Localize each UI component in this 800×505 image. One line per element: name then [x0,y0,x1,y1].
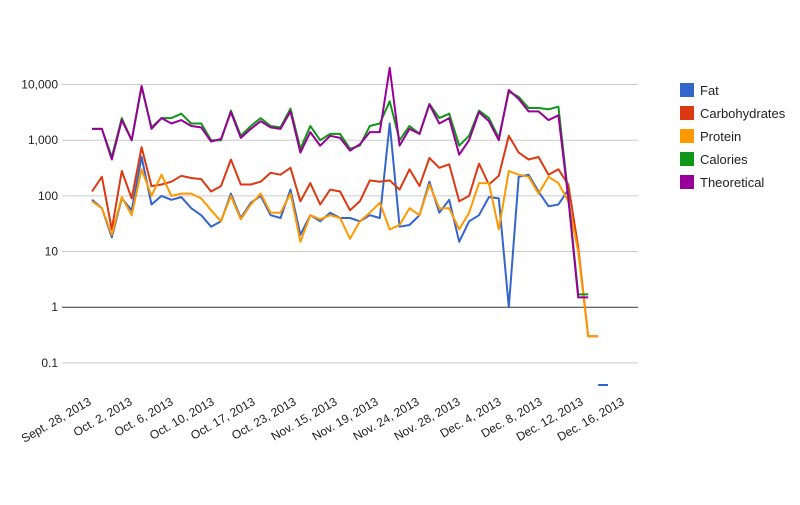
series-line [91,122,608,386]
series-line [92,66,589,299]
legend-label: Theoretical [700,175,764,190]
y-tick-label: 0.1 [41,356,58,370]
legend-swatch [680,106,694,120]
legend-swatch [680,83,694,97]
y-axis-tick-labels: 0.1 1 10 100 1,000 10,000 [21,78,58,370]
y-tick-label: 10,000 [21,78,58,92]
series-carbohydrates [91,134,599,338]
legend-swatch [680,129,694,143]
series-protein [91,168,599,338]
legend-item-calories[interactable]: Calories [680,152,748,167]
legend-item-protein[interactable]: Protein [680,129,741,144]
legend-label: Carbohydrates [700,106,786,121]
series-fat [91,122,608,386]
series-line [91,134,599,338]
legend-item-fat[interactable]: Fat [680,83,719,98]
legend[interactable]: Fat Carbohydrates Protein Calories Theoretic… [680,83,786,190]
legend-label: Protein [700,129,741,144]
legend-item-theoretical[interactable]: Theoretical [680,175,764,190]
series-lines [91,66,608,386]
legend-label: Calories [700,152,748,167]
gridlines [62,84,638,364]
y-tick-label: 1,000 [28,133,58,147]
legend-swatch [680,152,694,166]
legend-item-carbohydrates[interactable]: Carbohydrates [680,106,786,121]
series-line [91,168,599,338]
legend-swatch [680,175,694,189]
series-theoretical [92,66,589,299]
y-tick-label: 10 [45,245,59,259]
y-tick-label: 1 [51,300,58,314]
legend-label: Fat [700,83,719,98]
y-tick-label: 100 [38,189,58,203]
